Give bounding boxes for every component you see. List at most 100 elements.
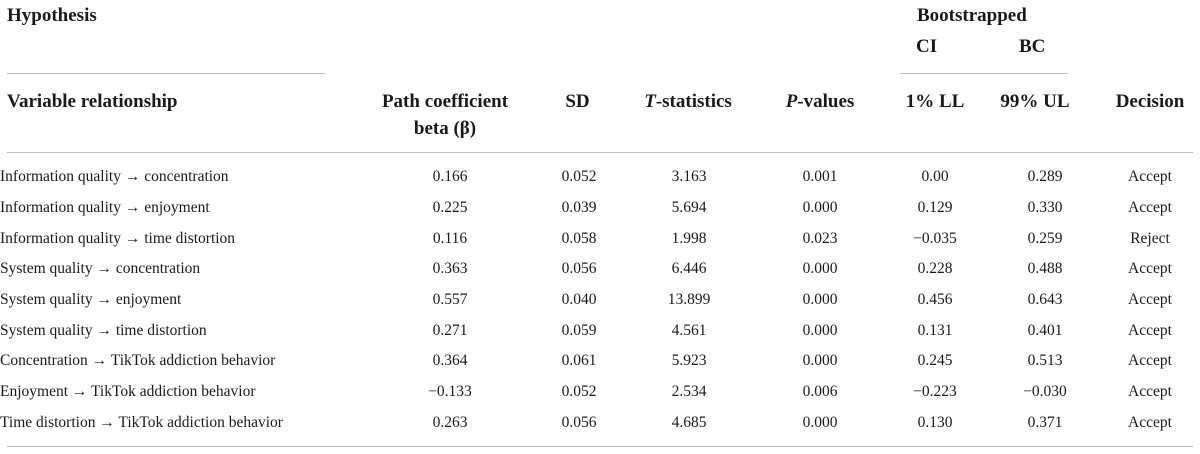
cell-ul: 0.259 xyxy=(1027,229,1063,247)
cell-sd: 0.052 xyxy=(561,383,597,401)
cell-sd: 0.059 xyxy=(561,321,597,339)
cell-t: 13.899 xyxy=(667,291,711,309)
table-bottom-rule xyxy=(7,446,1193,447)
cell-ul: 0.643 xyxy=(1027,291,1063,309)
cell-decision: Accept xyxy=(1128,383,1172,401)
cell-p: 0.000 xyxy=(802,413,838,431)
header-t-rest: -statistics xyxy=(655,91,732,112)
cell-t: 5.694 xyxy=(671,199,707,217)
header-sd: SD xyxy=(565,91,590,112)
header-bottom-rule xyxy=(7,152,1193,153)
cell-t: 2.534 xyxy=(671,383,707,401)
cell-ll: −0.035 xyxy=(913,229,957,247)
cell-decision: Accept xyxy=(1128,413,1172,431)
header-t-letter: T xyxy=(644,91,656,112)
table-row: System quality → time distortion 0.271 0… xyxy=(0,315,1200,346)
cell-relationship: System quality → enjoyment xyxy=(0,291,182,309)
header-p-values: P-values xyxy=(760,90,880,114)
cell-decision: Accept xyxy=(1128,168,1172,186)
header-bootstrapped: Bootstrapped xyxy=(917,5,1027,26)
cell-p: 0.000 xyxy=(802,352,838,370)
cell-ul: 0.330 xyxy=(1027,199,1063,217)
table-row: Enjoyment → TikTok addiction behavior −0… xyxy=(0,377,1200,408)
header-p-letter: P xyxy=(785,91,798,112)
header-path-coefficient-line2: beta (β) xyxy=(413,118,477,139)
header-ll: 1% LL xyxy=(905,91,965,112)
cell-ul: 0.371 xyxy=(1027,413,1063,431)
cell-relationship: Enjoyment → TikTok addiction behavior xyxy=(0,383,256,401)
cell-sd: 0.058 xyxy=(561,229,597,247)
cell-p: 0.000 xyxy=(802,291,838,309)
cell-relationship: System quality → time distortion xyxy=(0,321,207,339)
header-bc: BC xyxy=(1019,36,1046,57)
cell-t: 4.685 xyxy=(671,413,707,431)
header-path-coefficient: Path coefficient beta (β) xyxy=(360,90,530,141)
cell-ul: −0.030 xyxy=(1023,383,1067,401)
cell-t: 5.923 xyxy=(671,352,707,370)
table-row: Information quality → enjoyment 0.225 0.… xyxy=(0,193,1200,224)
cell-beta: 0.364 xyxy=(432,352,468,370)
cell-decision: Accept xyxy=(1128,260,1172,278)
table-row: Information quality → concentration 0.16… xyxy=(0,162,1200,193)
cell-t: 6.446 xyxy=(671,260,707,278)
cell-ll: 0.00 xyxy=(921,168,949,186)
cell-p: 0.000 xyxy=(802,260,838,278)
cell-relationship: Time distortion → TikTok addiction behav… xyxy=(0,413,283,431)
cell-ul: 0.289 xyxy=(1027,168,1063,186)
cell-relationship: Information quality → time distortion xyxy=(0,229,236,247)
cell-decision: Reject xyxy=(1130,229,1170,247)
cell-ll: 0.228 xyxy=(917,260,953,278)
table-row: System quality → enjoyment 0.557 0.040 1… xyxy=(0,285,1200,316)
cell-ul: 0.513 xyxy=(1027,352,1063,370)
table-row: Information quality → time distortion 0.… xyxy=(0,223,1200,254)
cell-beta: 0.263 xyxy=(432,413,468,431)
cell-ll: 0.245 xyxy=(917,352,953,370)
header-decision: Decision xyxy=(1115,91,1185,112)
cell-ul: 0.401 xyxy=(1027,321,1063,339)
cell-ll: 0.456 xyxy=(917,291,953,309)
cell-t: 4.561 xyxy=(671,321,707,339)
cell-relationship: Information quality → concentration xyxy=(0,168,229,186)
cell-p: 0.006 xyxy=(802,383,838,401)
cell-ll: −0.223 xyxy=(913,383,957,401)
cell-sd: 0.061 xyxy=(561,352,597,370)
header-t-statistics: T-statistics xyxy=(618,90,758,114)
cell-beta: 0.557 xyxy=(432,291,468,309)
bootstrapped-underline xyxy=(900,73,1068,74)
cell-sd: 0.040 xyxy=(561,291,597,309)
cell-sd: 0.039 xyxy=(561,199,597,217)
hypothesis-underline xyxy=(7,73,325,74)
cell-beta: 0.116 xyxy=(432,229,468,247)
cell-sd: 0.056 xyxy=(561,413,597,431)
cell-beta: 0.363 xyxy=(432,260,468,278)
cell-decision: Accept xyxy=(1128,321,1172,339)
cell-relationship: System quality → concentration xyxy=(0,260,201,278)
table-row: Concentration → TikTok addiction behavio… xyxy=(0,346,1200,377)
cell-ll: 0.130 xyxy=(917,413,953,431)
cell-ul: 0.488 xyxy=(1027,260,1063,278)
cell-p: 0.001 xyxy=(802,168,838,186)
cell-p: 0.023 xyxy=(802,229,838,247)
cell-beta: 0.225 xyxy=(432,199,468,217)
cell-relationship: Concentration → TikTok addiction behavio… xyxy=(0,352,276,370)
header-hypothesis: Hypothesis xyxy=(7,5,97,26)
cell-beta: 0.166 xyxy=(432,168,468,186)
cell-t: 1.998 xyxy=(671,229,707,247)
cell-sd: 0.052 xyxy=(561,168,597,186)
cell-decision: Accept xyxy=(1128,291,1172,309)
table-row: Time distortion → TikTok addiction behav… xyxy=(0,408,1200,439)
header-variable-relationship: Variable relationship xyxy=(7,91,178,112)
cell-p: 0.000 xyxy=(802,199,838,217)
header-ul: 99% UL xyxy=(1000,91,1070,112)
cell-beta: −0.133 xyxy=(428,383,472,401)
cell-decision: Accept xyxy=(1128,199,1172,217)
cell-ll: 0.131 xyxy=(917,321,953,339)
header-path-coefficient-line1: Path coefficient xyxy=(381,91,509,112)
header-ci: CI xyxy=(916,36,938,57)
results-table: Information quality → concentration 0.16… xyxy=(0,162,1200,438)
table-row: System quality → concentration 0.363 0.0… xyxy=(0,254,1200,285)
cell-p: 0.000 xyxy=(802,321,838,339)
cell-decision: Accept xyxy=(1128,352,1172,370)
header-p-rest: -values xyxy=(797,91,855,112)
cell-sd: 0.056 xyxy=(561,260,597,278)
